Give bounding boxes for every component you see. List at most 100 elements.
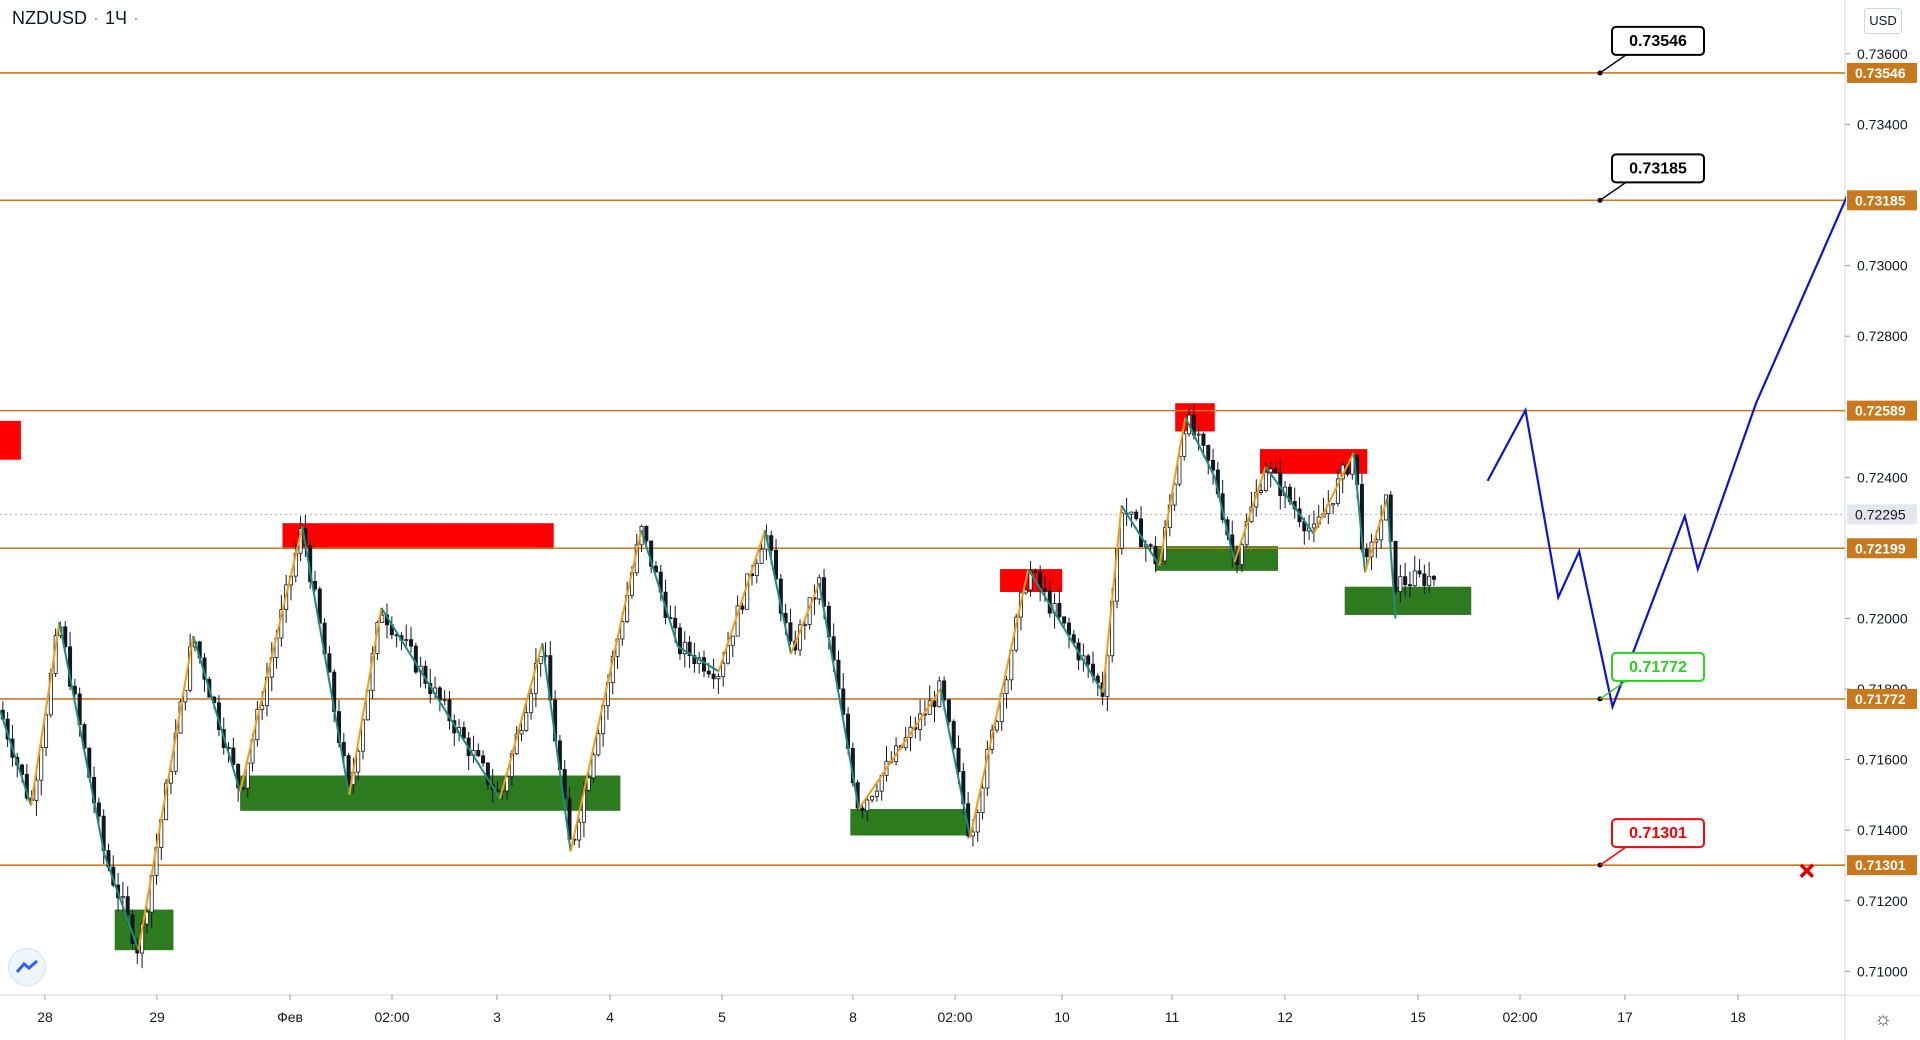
candle-body (769, 535, 774, 551)
demand-zone (1155, 546, 1279, 571)
x-tick-label: 17 (1617, 1009, 1633, 1025)
candle-body (144, 911, 149, 925)
callout-pointer (1599, 54, 1627, 74)
y-tick-label: 0.73000 (1857, 258, 1908, 274)
candle-body (1364, 548, 1369, 558)
candle-body (1134, 511, 1139, 520)
zigzag-up-leg (969, 568, 1030, 838)
supply-zone (0, 420, 21, 460)
y-tick-label: 0.72400 (1857, 469, 1908, 485)
x-tick-label: 15 (1410, 1009, 1426, 1025)
candle-body (1412, 570, 1417, 587)
zigzag-up-leg (239, 526, 304, 792)
candle-body (956, 747, 961, 772)
candle-body (740, 605, 745, 610)
zigzag-down-leg (301, 526, 351, 796)
x-tick-label: 02:00 (1502, 1009, 1537, 1025)
zigzag-down-leg (764, 530, 792, 654)
x-tick-label: 29 (149, 1009, 165, 1025)
demand-zone (850, 809, 971, 836)
candle-body (461, 727, 466, 739)
gear-icon[interactable]: ☼ (1873, 1008, 1893, 1030)
candle-body (63, 626, 68, 648)
candle-body (44, 714, 49, 748)
zigzag-up-leg (569, 530, 643, 852)
candle-body (682, 641, 687, 655)
y-tick-label: 0.71200 (1857, 893, 1908, 909)
candle-body (942, 680, 947, 701)
candle-body (1057, 603, 1062, 618)
callout-label: 0.71301 (1629, 825, 1687, 842)
level-price-tag (1847, 400, 1917, 421)
symbol-header[interactable]: NZDUSD · 1Ч · (12, 8, 145, 29)
y-tick-label: 0.73600 (1857, 46, 1908, 62)
candle-body (538, 656, 543, 664)
currency-button[interactable]: USD (1864, 8, 1902, 34)
price-axis[interactable]: 0.73600 0.73400 0.73000 0.72800 0.72400 0.720… (1845, 0, 1920, 995)
zigzag-down-leg (939, 688, 972, 838)
candle-body (1422, 573, 1427, 587)
level-price-label: 0.72589 (1855, 403, 1906, 419)
candle-body (730, 635, 735, 646)
x-tick-label: 3 (493, 1009, 501, 1025)
candle-body (346, 755, 351, 786)
supply-zone (282, 523, 554, 548)
candle-body (485, 762, 490, 785)
callout-label: 0.73185 (1629, 160, 1687, 177)
zigzag-up-leg (790, 582, 821, 655)
candle-body (1407, 584, 1412, 587)
candle-body (701, 657, 706, 672)
x-tick-label: 12 (1277, 1009, 1293, 1025)
candle-body (409, 639, 414, 647)
y-tick-label: 0.72800 (1857, 328, 1908, 344)
x-tick-label: 10 (1054, 1009, 1070, 1025)
candle-body (706, 670, 711, 675)
tradingview-logo-icon[interactable] (8, 948, 46, 986)
candle-body (1129, 511, 1134, 515)
candle-body (34, 779, 39, 801)
candle-body (596, 733, 601, 756)
candle-body (620, 621, 625, 640)
callout-pointer (1599, 680, 1627, 700)
level-price-tag (1847, 62, 1917, 83)
candle-body (975, 812, 980, 833)
x-tick-label: 28 (37, 1009, 53, 1025)
x-tick-label: 4 (606, 1009, 614, 1025)
zigzag-down-leg (1184, 416, 1216, 478)
zigzag (0, 416, 1397, 951)
zigzag-up-leg (717, 529, 766, 672)
candle-body (932, 700, 937, 708)
candle-body (1335, 478, 1340, 504)
candle-body (874, 790, 879, 797)
interval-label[interactable]: 1Ч (105, 8, 128, 28)
candle-body (1393, 540, 1398, 592)
candle-body (951, 721, 956, 749)
zigzag-down-leg (0, 709, 33, 806)
candle-body (1182, 433, 1187, 457)
zigzag-up-leg (857, 688, 942, 810)
x-tick-label: 5 (718, 1009, 726, 1025)
candle-body (1206, 445, 1211, 461)
zigzag-down-leg (58, 621, 106, 856)
candle-body (870, 796, 875, 801)
candle-body (577, 821, 582, 841)
callout-box (1611, 153, 1705, 184)
zigzag-down-leg (1120, 505, 1161, 567)
x-tick-label: 02:00 (937, 1009, 972, 1025)
y-tick-label: 0.71400 (1857, 822, 1908, 838)
header-separator: · (93, 8, 99, 28)
candle-body (759, 548, 764, 564)
candle-body (1139, 518, 1144, 548)
current-price-tag (1847, 504, 1917, 525)
plot-area (0, 0, 1845, 995)
candle-body (1431, 575, 1436, 580)
cloud-icon (15, 959, 38, 973)
candle-body (841, 688, 846, 715)
candle-body (529, 692, 534, 714)
candle-body (591, 754, 596, 779)
zigzag-up-leg (30, 621, 61, 806)
stop-x-icon (1799, 863, 1815, 879)
zigzag-down-leg (640, 529, 679, 648)
time-axis[interactable]: 28 29 Фев 02:00 3 4 5 8 02:00 10 11 12 15 02:00 17 18 (37, 995, 1746, 1025)
